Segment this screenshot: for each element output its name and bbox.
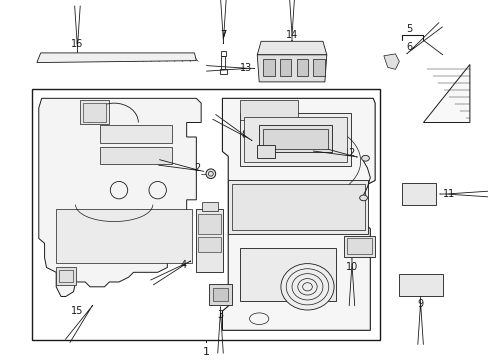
Ellipse shape [205, 169, 215, 179]
Bar [296, 59, 307, 76]
Bar [198, 214, 221, 234]
Bar [239, 248, 336, 301]
Bar [402, 183, 435, 204]
Bar [208, 284, 232, 305]
Text: 9: 9 [417, 299, 423, 309]
Bar [346, 238, 371, 254]
Bar [263, 129, 327, 149]
Text: 12: 12 [343, 148, 355, 158]
Bar [196, 210, 223, 272]
Bar [59, 270, 72, 282]
Bar [232, 184, 364, 230]
Bar [56, 210, 191, 263]
Bar [100, 147, 172, 164]
Bar [220, 51, 226, 56]
Polygon shape [383, 54, 399, 69]
Text: 13: 13 [239, 63, 251, 73]
Bar [313, 59, 324, 76]
Bar [56, 267, 75, 285]
Bar [219, 69, 227, 74]
Polygon shape [423, 64, 469, 122]
Text: 4: 4 [181, 260, 186, 270]
Bar [221, 56, 225, 69]
Bar [279, 59, 291, 76]
Text: 10: 10 [345, 261, 357, 271]
Text: 2: 2 [194, 163, 200, 173]
Bar [257, 145, 274, 158]
Bar [259, 125, 331, 152]
Text: 15: 15 [71, 306, 83, 316]
Text: 7: 7 [220, 30, 226, 40]
Text: 3: 3 [217, 310, 223, 320]
Bar [100, 125, 172, 143]
Bar [32, 89, 379, 340]
Ellipse shape [280, 264, 333, 310]
Text: 16: 16 [71, 39, 83, 49]
Bar [243, 117, 346, 162]
Bar [198, 237, 221, 252]
Text: 6: 6 [405, 42, 411, 52]
Ellipse shape [359, 195, 366, 201]
Bar [263, 59, 274, 76]
Bar [83, 103, 106, 122]
Bar [399, 274, 442, 296]
Polygon shape [39, 98, 201, 297]
Bar [239, 113, 350, 166]
Bar [212, 288, 228, 301]
Bar [344, 235, 374, 257]
Text: 5: 5 [405, 24, 411, 34]
Polygon shape [257, 55, 326, 82]
Polygon shape [257, 41, 326, 55]
Text: 7: 7 [220, 30, 226, 40]
Bar [202, 202, 217, 211]
Ellipse shape [361, 156, 368, 161]
Text: 8: 8 [241, 130, 247, 140]
Bar [228, 180, 367, 234]
Bar [80, 100, 109, 125]
Text: 1: 1 [202, 347, 209, 356]
Polygon shape [222, 98, 374, 330]
Polygon shape [37, 53, 196, 63]
Text: 11: 11 [442, 189, 454, 199]
Text: 14: 14 [285, 31, 298, 40]
Bar [239, 100, 297, 120]
